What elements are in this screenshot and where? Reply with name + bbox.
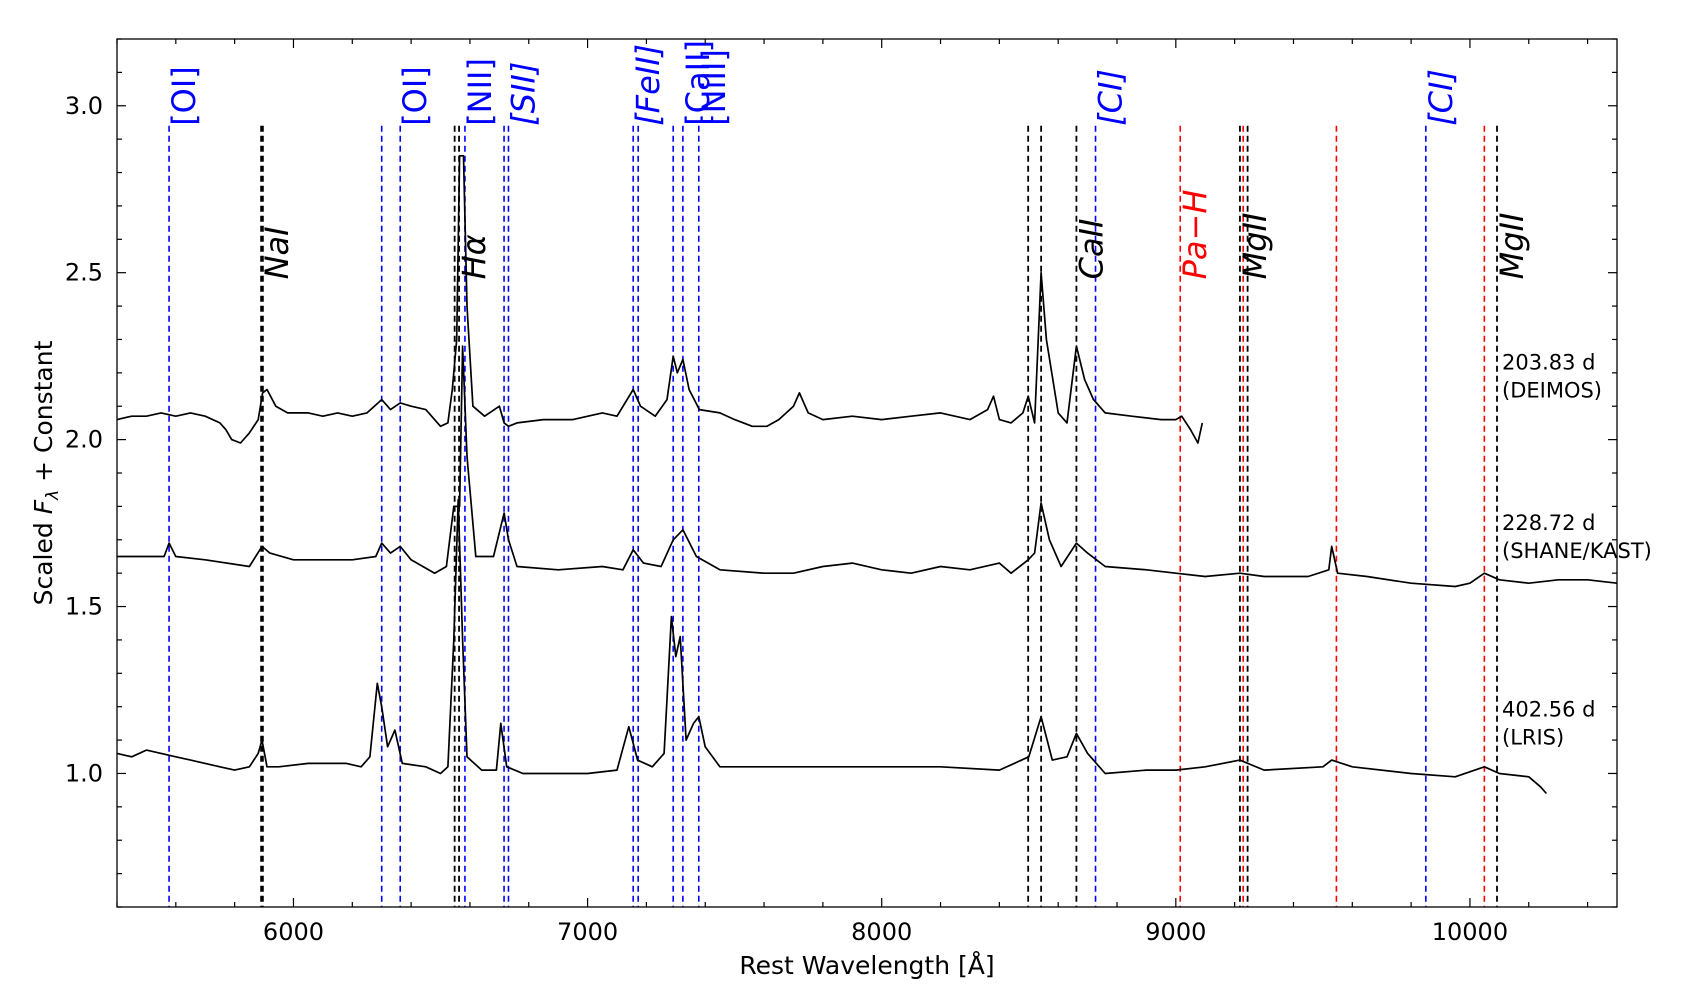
y-axis-label-prefix: Scaled <box>29 514 58 605</box>
plot-area: [OI] NaI [OI] Hα [NII] [SII] [FeII] [CaII][NiII… <box>116 40 1652 907</box>
x-tick-label: 10000 <box>1432 918 1508 946</box>
y-tick-label: 1.5 <box>65 593 103 621</box>
line-label: [FeII] <box>629 44 667 126</box>
y-tick-label: 1.0 <box>65 759 103 787</box>
y-tick-label: 3.0 <box>65 92 103 120</box>
y-axis-label-symbol: F <box>29 499 58 514</box>
y-axis: 1.0 1.5 2.0 2.5 3.0 <box>65 38 1617 908</box>
line-label: Hα <box>455 234 493 279</box>
x-tick-label: 8000 <box>851 918 912 946</box>
line-label: CaII <box>1072 219 1110 280</box>
line-label: [CaII] <box>679 40 717 126</box>
line-label: NaI <box>258 226 296 279</box>
spectrum-line-1 <box>116 154 1204 444</box>
line-label: [NiII] <box>695 49 733 126</box>
line-label: Pa−H <box>1176 190 1214 280</box>
line-label: [NII] <box>461 58 499 126</box>
line-label: [OI] <box>396 66 434 126</box>
line-identification-labels: [OI] NaI [OI] Hα [NII] [SII] [FeII] [CaII][NiII… <box>165 40 1531 279</box>
spectrum-line-3 <box>116 498 1548 795</box>
x-tick-label: 7000 <box>557 918 618 946</box>
x-axis: 6000 7000 8000 9000 10000 <box>116 39 1589 946</box>
spectrum-line-2 <box>117 345 1618 588</box>
x-axis-label: Rest Wavelength [Å] <box>739 951 994 980</box>
line-label: MgII <box>1493 213 1531 280</box>
epoch-label: 228.72 d <box>1502 511 1596 535</box>
identification-lines <box>168 125 1498 907</box>
line-label: MgII <box>1236 213 1274 280</box>
y-axis-label-suffix: + Constant <box>29 340 58 489</box>
epoch-label: 402.56 d <box>1502 698 1596 722</box>
instrument-label: (DEIMOS) <box>1502 379 1602 403</box>
epoch-labels: 203.83 d (DEIMOS) 228.72 d (SHANE/KAST) 402.… <box>1502 351 1652 750</box>
y-tick-label: 2.0 <box>65 426 103 454</box>
instrument-label: (SHANE/KAST) <box>1502 539 1652 563</box>
line-label: [CI] <box>1092 69 1130 126</box>
instrument-label: (LRIS) <box>1502 726 1564 750</box>
epoch-label: 203.83 d <box>1502 351 1596 375</box>
line-label: [OI] <box>165 66 203 126</box>
line-label: [SII] <box>505 62 543 126</box>
y-tick-label: 2.5 <box>65 259 103 287</box>
y-axis-label: Scaled Fλ + Constant <box>29 340 63 605</box>
spectra-series <box>116 154 1618 795</box>
plot-frame <box>116 38 1618 908</box>
y-axis-label-subscript: λ <box>43 490 63 501</box>
line-label: [CI] <box>1422 69 1460 126</box>
x-tick-label: 6000 <box>263 918 324 946</box>
x-tick-label: 9000 <box>1145 918 1206 946</box>
